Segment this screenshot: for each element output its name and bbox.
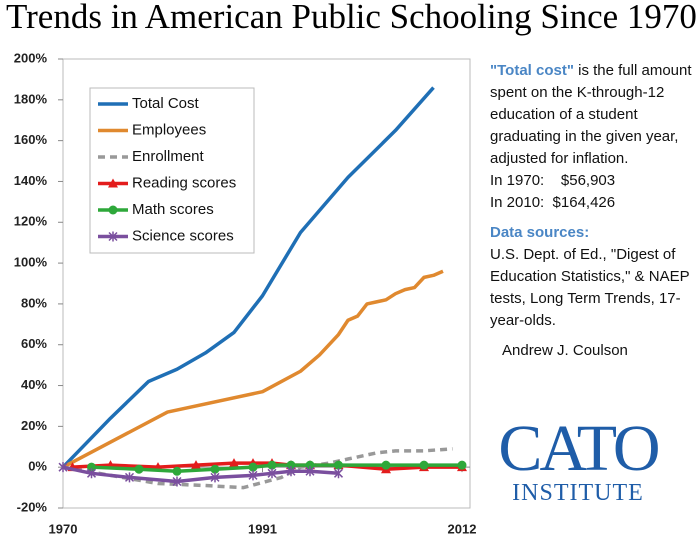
note: "Total cost" is the full amount spent on… (490, 60, 695, 214)
y-tick-label: 100% (14, 255, 48, 270)
y-tick-label: 60% (21, 336, 47, 351)
marker (87, 462, 96, 472)
marker (248, 470, 258, 481)
marker (108, 205, 118, 215)
marker (305, 466, 315, 477)
x-tick-label: 2012 (448, 521, 477, 536)
legend-label: Math scores (132, 201, 214, 218)
legend-label: Total Cost (132, 95, 200, 112)
note-panel: "Total cost" is the full amount spent on… (490, 60, 695, 370)
series-line (61, 86, 435, 469)
logo-main: CATO (498, 412, 660, 485)
y-tick-label: 120% (14, 214, 48, 229)
cost-line: In 1970: $56,903 (490, 172, 616, 189)
legend-label: Enrollment (132, 148, 205, 165)
y-tick-label: 200% (14, 50, 48, 65)
note-term: "Total cost" (490, 62, 574, 79)
author: Andrew J. Coulson (502, 342, 628, 359)
x-tick-label: 1991 (248, 521, 277, 536)
logo: CATO INSTITUTE (498, 412, 660, 507)
y-tick-label: -20% (17, 499, 48, 514)
legend-label: Reading scores (132, 174, 236, 191)
cost-line: In 2010: $164,426 (490, 194, 616, 211)
plot-frame (62, 58, 471, 509)
marker (286, 466, 296, 477)
marker (134, 464, 144, 474)
sources-text: U.S. Dept. of Ed., "Digest of Education … (490, 246, 690, 329)
marker (210, 472, 220, 483)
marker (108, 231, 118, 242)
marker (210, 464, 220, 474)
y-tick-label: 80% (21, 295, 47, 310)
legend-label: Employees (132, 121, 206, 138)
marker (58, 462, 68, 473)
marker (229, 458, 239, 468)
sources-heading: Data sources: (490, 224, 590, 241)
legend-box (89, 87, 255, 254)
marker (333, 468, 344, 479)
marker (172, 466, 182, 476)
marker (305, 460, 315, 470)
y-tick-label: 160% (14, 132, 48, 147)
marker (381, 460, 391, 470)
note-text: is the full amount spent on the K-throug… (490, 62, 692, 167)
marker (248, 462, 258, 472)
y-tick-label: 180% (14, 91, 48, 106)
series-line (62, 447, 453, 490)
marker (191, 460, 201, 470)
marker (267, 460, 277, 470)
marker (108, 178, 118, 188)
logo-sub: INSTITUTE (512, 480, 644, 506)
chart-title: Trends in American Public Schooling Sinc… (6, 0, 697, 36)
y-tick-label: 140% (14, 173, 48, 188)
marker (172, 476, 182, 487)
series-line (62, 269, 444, 469)
series-line (91, 463, 462, 474)
y-tick-label: 0% (28, 459, 47, 474)
x-tick-label: 1970 (49, 521, 78, 536)
series-line (62, 465, 339, 484)
marker (334, 460, 343, 470)
marker (286, 460, 296, 470)
marker (457, 460, 467, 470)
marker (419, 460, 429, 470)
y-tick-label: 20% (21, 418, 47, 433)
marker (124, 472, 135, 483)
marker (267, 468, 277, 479)
y-tick-label: 40% (21, 377, 47, 392)
marker (86, 468, 97, 479)
legend-label: Science scores (132, 227, 234, 244)
sources: Data sources: U.S. Dept. of Ed., "Digest… (490, 222, 695, 332)
